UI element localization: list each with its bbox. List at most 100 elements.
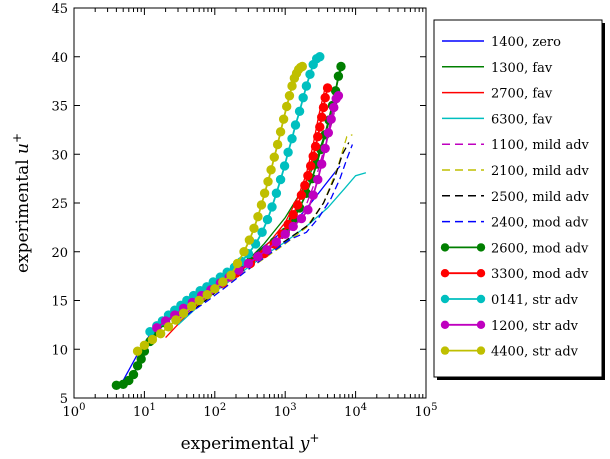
data-point	[298, 93, 308, 103]
y-tick-label: 40	[51, 51, 68, 66]
data-point	[320, 93, 330, 103]
x-tick-label: 100	[63, 402, 86, 420]
legend-marker	[440, 243, 450, 252]
data-point	[253, 251, 263, 262]
data-point	[218, 277, 228, 287]
data-point	[301, 81, 312, 91]
data-point	[288, 221, 298, 232]
legend-label: 1400, zero	[491, 35, 561, 50]
data-point	[253, 211, 263, 222]
data-point	[147, 334, 158, 345]
data-point	[315, 52, 325, 62]
data-point	[322, 83, 333, 93]
legend-box	[433, 19, 603, 378]
data-point	[320, 143, 330, 154]
legend-marker	[440, 346, 450, 355]
data-point	[279, 161, 290, 171]
data-point	[249, 223, 259, 234]
legend-label: 2500, mild adv	[491, 190, 590, 205]
x-tick-label: 105	[415, 402, 438, 420]
data-point	[267, 202, 277, 212]
data-point	[284, 91, 295, 101]
data-point	[300, 180, 310, 191]
data-point	[271, 237, 282, 247]
legend-marker	[476, 269, 486, 278]
data-point	[128, 369, 139, 380]
data-point	[305, 161, 316, 171]
data-point	[257, 227, 267, 237]
data-point	[256, 200, 267, 210]
data-point	[315, 122, 325, 132]
data-point	[155, 328, 166, 339]
data-point	[269, 152, 279, 162]
legend-label: 2100, mild adv	[491, 164, 590, 179]
data-point	[194, 295, 204, 306]
data-point	[308, 151, 318, 161]
data-point	[178, 308, 189, 318]
data-point	[297, 61, 308, 72]
data-point	[281, 101, 292, 112]
legend-label: 1200, str adv	[491, 319, 579, 334]
plot-background	[74, 8, 426, 398]
data-point	[139, 340, 150, 351]
legend: 1400, zero 1300, fav 2700, fav 6300, fav 110…	[433, 19, 605, 380]
legend-marker	[476, 346, 486, 355]
x-tick-label: 102	[203, 402, 226, 420]
legend-label: 2700, fav	[491, 87, 553, 102]
data-point	[287, 133, 297, 144]
data-point	[290, 120, 301, 130]
axes-layer: 5 10 15 20 25 30 35 40 45 100 101 102 103 104 105	[51, 2, 437, 420]
y-tick-label: 15	[51, 295, 68, 310]
y-tick-label: 10	[51, 343, 68, 358]
data-point	[202, 289, 212, 300]
legend-label: 1300, fav	[491, 61, 553, 76]
x-tick-label: 103	[274, 402, 297, 420]
y-tick-label: 35	[51, 100, 68, 115]
y-axis-label: experimental u+	[10, 133, 33, 273]
data-point	[326, 114, 336, 124]
data-point	[313, 174, 323, 185]
y-tick-label: 20	[51, 246, 68, 261]
y-tick-label: 45	[51, 2, 68, 17]
series-line	[186, 142, 350, 316]
data-point	[171, 315, 181, 325]
data-point	[308, 190, 318, 200]
data-point	[303, 171, 313, 181]
data-point	[244, 235, 255, 245]
legend-marker	[440, 294, 450, 304]
data-point	[336, 61, 346, 72]
data-point	[310, 141, 321, 152]
data-point	[296, 213, 307, 224]
data-point	[262, 245, 272, 255]
x-tick-label: 101	[133, 402, 156, 420]
data-point	[287, 81, 297, 91]
data-point	[226, 270, 236, 280]
data-point	[333, 91, 344, 101]
x-axis-label: experimental y+	[181, 431, 320, 454]
data-point	[292, 200, 303, 210]
data-point	[329, 102, 339, 113]
data-point	[317, 112, 327, 122]
data-point	[278, 114, 289, 124]
legend-marker	[476, 294, 486, 304]
legend-marker	[440, 320, 450, 329]
y-tick-label: 25	[51, 197, 68, 212]
data-point	[296, 190, 307, 200]
data-point	[266, 165, 276, 175]
data-point	[318, 102, 329, 113]
data-point	[262, 214, 273, 225]
series-layer	[111, 52, 367, 391]
x-tick-label: 104	[344, 402, 367, 420]
data-point	[303, 205, 313, 215]
legend-label: 3300, mod adv	[491, 267, 589, 282]
series-line	[137, 65, 303, 352]
legend-marker	[476, 320, 486, 329]
data-point	[280, 229, 290, 239]
data-point	[305, 69, 315, 80]
legend-label: 6300, fav	[491, 112, 553, 127]
legend-label: 1100, mild adv	[491, 138, 590, 153]
data-point	[275, 127, 286, 137]
data-point	[271, 188, 282, 198]
series-line	[186, 144, 354, 316]
data-point	[136, 354, 146, 364]
